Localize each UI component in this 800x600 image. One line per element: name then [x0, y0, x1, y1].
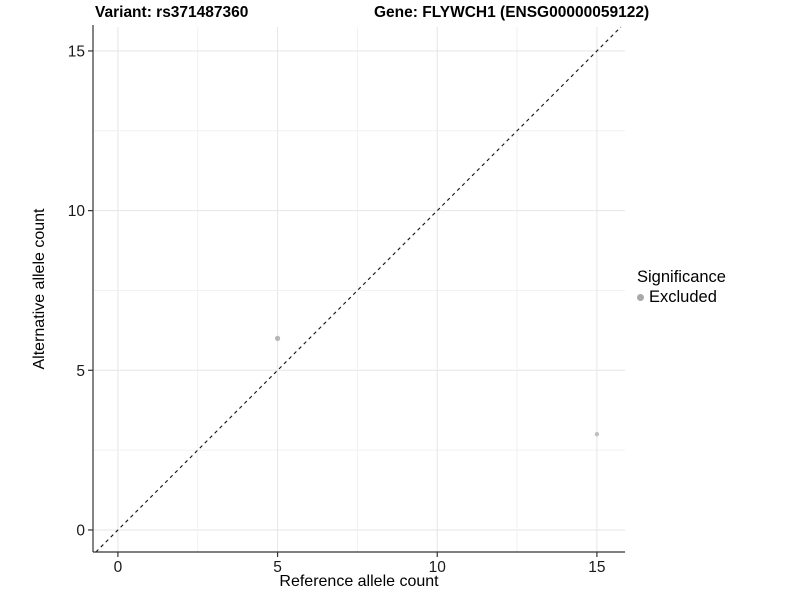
- legend: Significance Excluded: [637, 268, 797, 307]
- x-tick-label: 15: [588, 559, 605, 576]
- x-axis-title: Reference allele count: [279, 573, 439, 590]
- y-axis-title: Alternative allele count: [31, 208, 48, 370]
- x-tick-label: 10: [429, 559, 447, 576]
- legend-item-excluded: Excluded: [637, 288, 797, 307]
- legend-title: Significance: [637, 268, 726, 286]
- y-tick-label: 10: [68, 203, 86, 220]
- y-tick-label: 15: [68, 43, 85, 60]
- gene-title: Gene: FLYWCH1 (ENSG00000059122): [374, 4, 650, 21]
- legend-item-label: Excluded: [649, 288, 717, 306]
- x-tick-label: 0: [114, 559, 123, 576]
- x-tick-label: 5: [273, 559, 282, 576]
- data-point: [594, 431, 600, 437]
- y-tick-label: 0: [76, 522, 85, 539]
- y-tick-label: 5: [76, 363, 85, 380]
- identity-line: [95, 26, 622, 553]
- legend-key-dot-icon: [637, 294, 644, 301]
- variant-title: Variant: rs371487360: [95, 4, 249, 21]
- data-point: [274, 335, 281, 341]
